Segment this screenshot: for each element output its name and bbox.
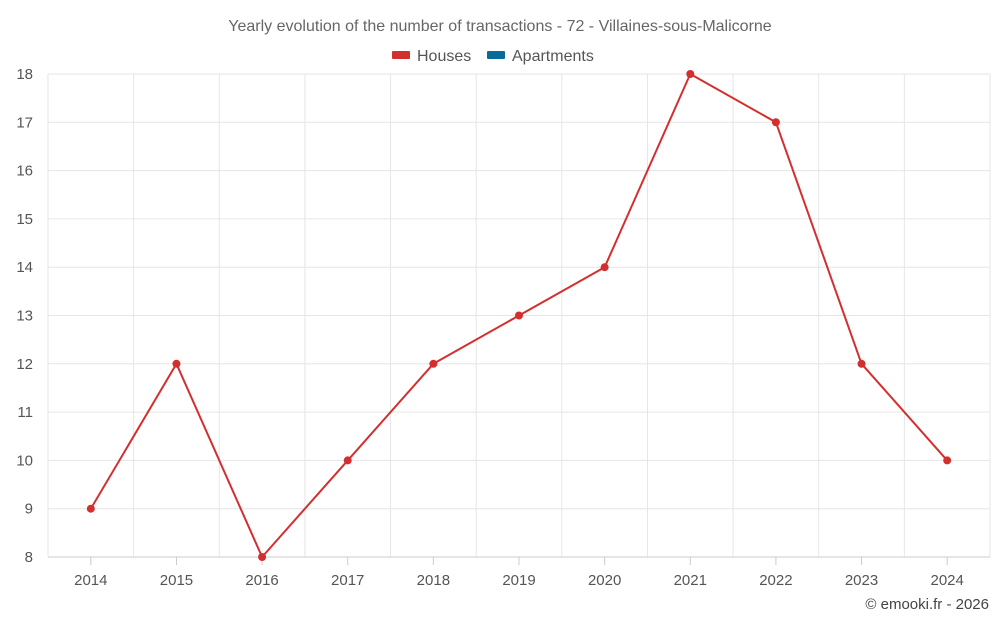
data-point-houses-2021[interactable]: [686, 70, 695, 78]
y-tick-label-17: 17: [16, 114, 33, 131]
x-tick-label-2022: 2022: [759, 572, 792, 589]
data-point-houses-2018[interactable]: [429, 359, 438, 368]
series-houses: [86, 70, 952, 561]
legend-swatch-apartments: [487, 51, 505, 59]
x-tick-label-2015: 2015: [160, 572, 193, 589]
data-point-houses-2014[interactable]: [86, 504, 95, 513]
x-tick-label-2023: 2023: [845, 572, 878, 589]
data-point-houses-2016[interactable]: [258, 553, 267, 561]
y-tick-label-18: 18: [16, 66, 33, 83]
y-tick-label-10: 10: [16, 452, 33, 469]
data-point-houses-2023[interactable]: [857, 359, 866, 368]
x-axis-ticks: 2014 2015 2016 2017 2018 2019 2020 2021 2022 2023…: [74, 557, 964, 589]
y-tick-label-14: 14: [16, 259, 33, 276]
data-point-houses-2020[interactable]: [600, 263, 609, 272]
x-tick-label-2021: 2021: [674, 572, 707, 589]
x-tick-label-2016: 2016: [245, 572, 278, 589]
legend-swatch-houses: [392, 51, 410, 59]
grid: [47, 73, 991, 558]
y-tick-label-8: 8: [25, 549, 33, 566]
chart-title: Yearly evolution of the number of transa…: [228, 18, 771, 35]
x-tick-label-2017: 2017: [331, 572, 364, 589]
credit-text: © emooki.fr - 2026: [865, 596, 989, 613]
data-point-houses-2024[interactable]: [943, 456, 952, 465]
y-axis-ticks: 8 9 10 11 12 13 14 15 16 17 18: [16, 66, 33, 566]
data-point-houses-2019[interactable]: [515, 311, 523, 320]
y-tick-label-15: 15: [16, 211, 33, 228]
data-point-houses-2015[interactable]: [172, 359, 181, 368]
legend-label-apartments[interactable]: Apartments: [512, 48, 594, 65]
y-tick-label-9: 9: [25, 501, 33, 518]
data-point-houses-2022[interactable]: [771, 118, 780, 127]
x-tick-label-2014: 2014: [74, 572, 107, 589]
x-tick-label-2020: 2020: [588, 572, 621, 589]
legend-label-houses[interactable]: Houses: [417, 48, 471, 65]
x-tick-label-2019: 2019: [502, 572, 535, 589]
y-tick-label-13: 13: [16, 308, 33, 325]
x-tick-label-2024: 2024: [930, 572, 963, 589]
legend: Houses Apartments: [392, 48, 594, 65]
data-point-houses-2017[interactable]: [343, 456, 352, 465]
y-tick-label-16: 16: [16, 163, 33, 180]
x-tick-label-2018: 2018: [417, 572, 450, 589]
y-tick-label-12: 12: [16, 356, 33, 373]
y-tick-label-11: 11: [17, 404, 33, 421]
